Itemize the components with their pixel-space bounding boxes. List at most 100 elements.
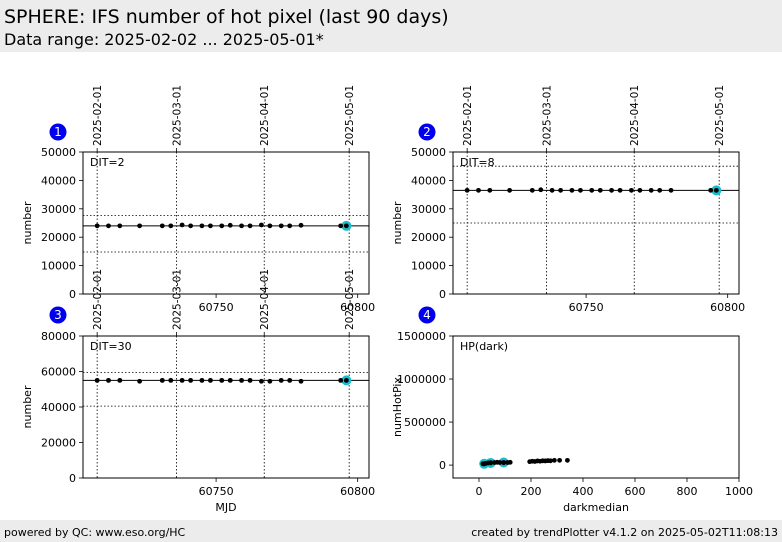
date-tick-label: 2025-02-01 bbox=[462, 85, 474, 146]
data-point bbox=[106, 377, 111, 383]
badge-number: 1 bbox=[54, 125, 62, 139]
highlight-point-center bbox=[343, 377, 349, 383]
badge-number: 4 bbox=[423, 308, 431, 322]
badge-circle bbox=[49, 123, 67, 141]
y-tick-label: 10000 bbox=[411, 260, 446, 273]
y-tick-label: 40000 bbox=[411, 174, 446, 187]
badge-circle bbox=[418, 123, 436, 141]
data-point bbox=[267, 378, 273, 384]
plot-frame bbox=[82, 335, 370, 479]
chart-panel-1: 2025-02-01 2025-03-01 2025-04-01 2025-05-01… bbox=[21, 85, 375, 314]
data-point bbox=[628, 187, 634, 193]
data-point bbox=[617, 187, 623, 193]
data-point bbox=[94, 223, 100, 229]
data-point bbox=[497, 460, 503, 465]
data-point bbox=[168, 377, 174, 383]
data-point bbox=[278, 377, 284, 383]
y-tick-label: 20000 bbox=[41, 437, 76, 450]
data-point bbox=[548, 458, 553, 464]
data-point bbox=[137, 223, 143, 229]
data-point bbox=[657, 187, 663, 193]
data-point bbox=[648, 187, 654, 193]
data-point bbox=[219, 223, 225, 229]
page-title: SPHERE: IFS number of hot pixel (last 90… bbox=[4, 6, 449, 28]
data-point bbox=[137, 378, 143, 384]
panel-annotation: DIT=2 bbox=[90, 156, 125, 169]
data-point bbox=[227, 222, 233, 228]
data-point bbox=[549, 187, 555, 193]
panel-number-badge: 2 bbox=[418, 123, 436, 141]
y-tick-label: 30000 bbox=[41, 203, 76, 216]
y-tick-label: 10000 bbox=[41, 260, 76, 273]
footer-created-by: created by trendPlotter v4.1.2 on 2025-0… bbox=[471, 526, 778, 539]
x-tick-label: 60800 bbox=[710, 301, 745, 314]
data-point bbox=[219, 377, 225, 383]
badge-number: 3 bbox=[54, 308, 62, 322]
chart-panel-2: 2025-02-01 2025-03-01 2025-04-01 2025-05-01… bbox=[391, 85, 745, 314]
data-point bbox=[239, 377, 244, 383]
x-tick-label: 60800 bbox=[340, 485, 375, 498]
data-point bbox=[247, 377, 253, 383]
page-subtitle: Data range: 2025-02-02 ... 2025-05-01* bbox=[4, 30, 324, 49]
chart-panel-3: 2025-02-01 2025-03-01 2025-04-01 2025-05-01… bbox=[21, 269, 375, 514]
panel-annotation: DIT=30 bbox=[90, 340, 132, 353]
data-point bbox=[258, 378, 264, 384]
data-point bbox=[117, 377, 123, 383]
data-point bbox=[609, 187, 614, 193]
x-tick-label: 200 bbox=[521, 485, 542, 498]
data-point bbox=[287, 377, 293, 383]
x-tick-label: 1000 bbox=[725, 485, 753, 498]
data-point bbox=[188, 377, 194, 383]
y-tick-label: 60000 bbox=[41, 366, 76, 379]
date-tick-label: 2025-02-01 bbox=[92, 85, 104, 146]
data-point bbox=[159, 223, 165, 229]
y-tick-label: 40000 bbox=[41, 174, 76, 187]
page-header: SPHERE: IFS number of hot pixel (last 90… bbox=[0, 0, 782, 52]
data-point bbox=[258, 222, 264, 228]
panel-number-badge: 3 bbox=[49, 306, 67, 324]
plot-frame bbox=[452, 335, 740, 479]
highlight-point-center bbox=[481, 461, 487, 467]
data-point bbox=[267, 223, 273, 229]
data-point bbox=[208, 377, 213, 383]
date-tick-label: 2025-05-01 bbox=[344, 269, 356, 330]
data-point bbox=[507, 459, 513, 465]
y-tick-label: 50000 bbox=[411, 146, 446, 159]
data-point bbox=[199, 377, 205, 383]
data-point bbox=[338, 223, 344, 229]
data-point bbox=[239, 223, 244, 229]
x-tick-label: 400 bbox=[573, 485, 594, 498]
x-tick-label: 60750 bbox=[199, 485, 234, 498]
data-point bbox=[227, 377, 233, 383]
x-tick-label: 60800 bbox=[340, 301, 375, 314]
data-point bbox=[565, 457, 570, 463]
data-point bbox=[179, 222, 185, 228]
data-point bbox=[578, 187, 583, 193]
data-point bbox=[557, 457, 562, 463]
x-tick-label: 60750 bbox=[199, 301, 234, 314]
data-point bbox=[278, 223, 284, 229]
date-tick-label: 2025-05-01 bbox=[344, 85, 356, 146]
y-tick-label: 0 bbox=[69, 288, 76, 301]
x-tick-label: 60750 bbox=[569, 301, 604, 314]
highlight-point-center bbox=[488, 460, 494, 466]
y-axis-label: number bbox=[21, 385, 34, 428]
data-point bbox=[168, 223, 174, 229]
data-point bbox=[529, 187, 535, 193]
y-tick-label: 20000 bbox=[411, 231, 446, 244]
data-point bbox=[708, 187, 714, 193]
date-tick-label: 2025-03-01 bbox=[171, 85, 183, 146]
y-axis-label: number bbox=[21, 201, 34, 244]
x-tick-label: 800 bbox=[677, 485, 698, 498]
page-footer: powered by QC: www.eso.org/HC created by… bbox=[0, 520, 782, 542]
data-point bbox=[668, 187, 674, 193]
data-point bbox=[188, 223, 194, 229]
x-tick-label: 600 bbox=[625, 485, 646, 498]
date-tick-label: 2025-04-01 bbox=[259, 269, 271, 330]
highlight-point-center bbox=[501, 460, 507, 465]
y-tick-label: 20000 bbox=[41, 231, 76, 244]
date-tick-label: 2025-04-01 bbox=[259, 85, 271, 146]
data-point bbox=[247, 223, 253, 229]
data-point bbox=[298, 378, 304, 384]
data-point bbox=[117, 223, 123, 229]
